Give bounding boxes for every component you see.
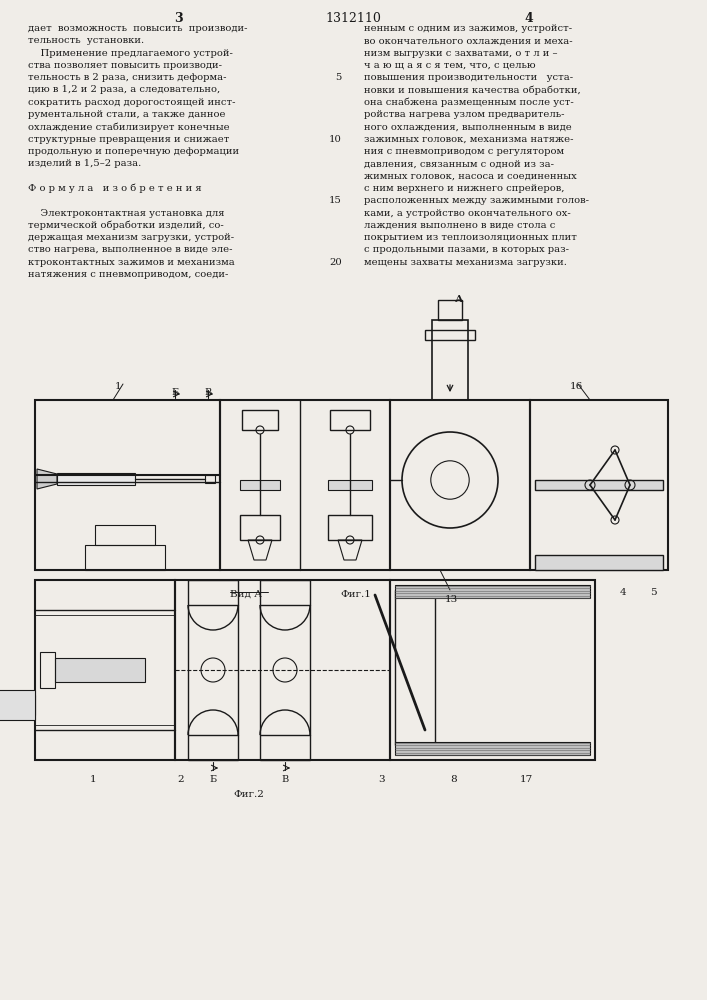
Bar [530, 400, 668, 570]
Text: 4: 4 [620, 588, 626, 597]
Bar [220, 400, 390, 570]
Bar [175, 580, 390, 760]
Text: рументальной стали, а также данное: рументальной стали, а также данное [28, 110, 226, 119]
Text: новки и повышения качества обработки,: новки и повышения качества обработки, [364, 86, 580, 95]
Text: держащая механизм загрузки, устрой-: держащая механизм загрузки, устрой- [28, 233, 234, 242]
Bar [395, 742, 590, 755]
Text: с продольными пазами, в которых раз-: с продольными пазами, в которых раз- [364, 245, 569, 254]
Text: ного охлаждения, выполненным в виде: ного охлаждения, выполненным в виде [364, 122, 572, 131]
Text: покрытием из теплоизоляционных плит: покрытием из теплоизоляционных плит [364, 233, 577, 242]
Text: А: А [455, 295, 464, 304]
Bar [425, 330, 475, 340]
Text: структурные превращения и снижает: структурные превращения и снижает [28, 135, 229, 144]
Text: зажимных головок, механизма натяже-: зажимных головок, механизма натяже- [364, 135, 573, 144]
Text: 13: 13 [445, 595, 458, 604]
Text: 2: 2 [177, 775, 184, 784]
Bar [390, 580, 595, 760]
Bar [390, 400, 530, 570]
Text: Фиг.1: Фиг.1 [340, 590, 371, 599]
Text: Вид А: Вид А [230, 590, 262, 599]
Text: Электроконтактная установка для: Электроконтактная установка для [28, 209, 225, 218]
Text: термической обработки изделий, со-: термической обработки изделий, со- [28, 221, 223, 230]
Text: 10: 10 [329, 135, 342, 144]
Bar [0, 690, 35, 720]
Text: Б: Б [171, 388, 178, 397]
Bar [205, 475, 215, 483]
Polygon shape [37, 469, 57, 489]
Bar [35, 580, 175, 760]
Text: 3: 3 [174, 12, 182, 25]
Text: В: В [281, 775, 288, 784]
Text: 5: 5 [650, 588, 657, 597]
Text: натяжения с пневмоприводом, соеди-: натяжения с пневмоприводом, соеди- [28, 270, 228, 279]
Text: мещены захваты механизма загрузки.: мещены захваты механизма загрузки. [364, 258, 567, 267]
Text: Фиг.2: Фиг.2 [233, 790, 264, 799]
Text: 20: 20 [329, 258, 342, 267]
Text: ч а ю щ а я с я тем, что, с целью: ч а ю щ а я с я тем, что, с целью [364, 61, 536, 70]
Bar [5, 695, 35, 715]
Bar [57, 473, 135, 485]
Bar [432, 320, 468, 400]
Text: 1312110: 1312110 [325, 12, 382, 25]
Text: ство нагрева, выполненное в виде эле-: ство нагрева, выполненное в виде эле- [28, 245, 233, 254]
Bar [95, 525, 155, 545]
Bar [240, 480, 280, 490]
Text: В: В [204, 388, 211, 397]
Text: с ним верхнего и нижнего спрейеров,: с ним верхнего и нижнего спрейеров, [364, 184, 564, 193]
Text: 5: 5 [336, 73, 342, 82]
Text: 16: 16 [570, 382, 583, 391]
Text: цию в 1,2 и 2 раза, а следовательно,: цию в 1,2 и 2 раза, а следовательно, [28, 86, 221, 95]
Text: 3: 3 [378, 775, 385, 784]
Text: сократить расход дорогостоящей инст-: сократить расход дорогостоящей инст- [28, 98, 235, 107]
Text: продольную и поперечную деформации: продольную и поперечную деформации [28, 147, 239, 156]
Bar [40, 652, 55, 688]
Bar [328, 480, 372, 490]
Text: ния с пневмоприводом с регулятором: ния с пневмоприводом с регулятором [364, 147, 564, 156]
Bar [85, 545, 165, 570]
Text: ненным с одним из зажимов, устройст-: ненным с одним из зажимов, устройст- [364, 24, 572, 33]
Text: 1: 1 [115, 382, 122, 391]
Text: повышения производительности   уста-: повышения производительности уста- [364, 73, 573, 82]
Bar [55, 658, 145, 682]
Text: жимных головок, насоса и соединенных: жимных головок, насоса и соединенных [364, 172, 577, 181]
Text: расположенных между зажимными голов-: расположенных между зажимными голов- [364, 196, 589, 205]
Text: охлаждение стабилизирует конечные: охлаждение стабилизирует конечные [28, 122, 230, 132]
Text: изделий в 1,5–2 раза.: изделий в 1,5–2 раза. [28, 159, 141, 168]
Bar [328, 515, 372, 540]
Bar [35, 400, 220, 570]
Text: она снабжена размещенным после уст-: она снабжена размещенным после уст- [364, 98, 574, 107]
Bar [535, 480, 663, 490]
Bar [395, 590, 435, 745]
Text: 15: 15 [329, 196, 342, 205]
Bar [260, 580, 310, 760]
Text: ства позволяет повысить производи-: ства позволяет повысить производи- [28, 61, 222, 70]
Bar [330, 410, 370, 430]
Text: ройства нагрева узлом предваритель-: ройства нагрева узлом предваритель- [364, 110, 564, 119]
Bar [535, 555, 663, 570]
Text: давления, связанным с одной из за-: давления, связанным с одной из за- [364, 159, 554, 168]
Text: Применение предлагаемого устрой-: Применение предлагаемого устрой- [28, 49, 233, 58]
Text: тельность в 2 раза, снизить деформа-: тельность в 2 раза, снизить деформа- [28, 73, 226, 82]
Text: 8: 8 [450, 775, 457, 784]
Bar [438, 300, 462, 320]
Text: во окончательного охлаждения и меха-: во окончательного охлаждения и меха- [364, 36, 573, 45]
Text: 1: 1 [90, 775, 97, 784]
Text: Б: Б [209, 775, 216, 784]
Text: дает  возможность  повысить  производи-: дает возможность повысить производи- [28, 24, 247, 33]
Bar [395, 585, 590, 598]
Bar [188, 580, 238, 760]
Text: тельность  установки.: тельность установки. [28, 36, 144, 45]
Text: низм выгрузки с захватами, о т л и –: низм выгрузки с захватами, о т л и – [364, 49, 558, 58]
Text: 4: 4 [525, 12, 533, 25]
Bar [240, 515, 280, 540]
Text: ктроконтактных зажимов и механизма: ктроконтактных зажимов и механизма [28, 258, 235, 267]
Bar [242, 410, 278, 430]
Text: Ф о р м у л а   и з о б р е т е н и я: Ф о р м у л а и з о б р е т е н и я [28, 184, 201, 193]
Text: лаждения выполнено в виде стола с: лаждения выполнено в виде стола с [364, 221, 556, 230]
Text: ками, а устройство окончательного ох-: ками, а устройство окончательного ох- [364, 209, 571, 218]
Text: 17: 17 [520, 775, 533, 784]
